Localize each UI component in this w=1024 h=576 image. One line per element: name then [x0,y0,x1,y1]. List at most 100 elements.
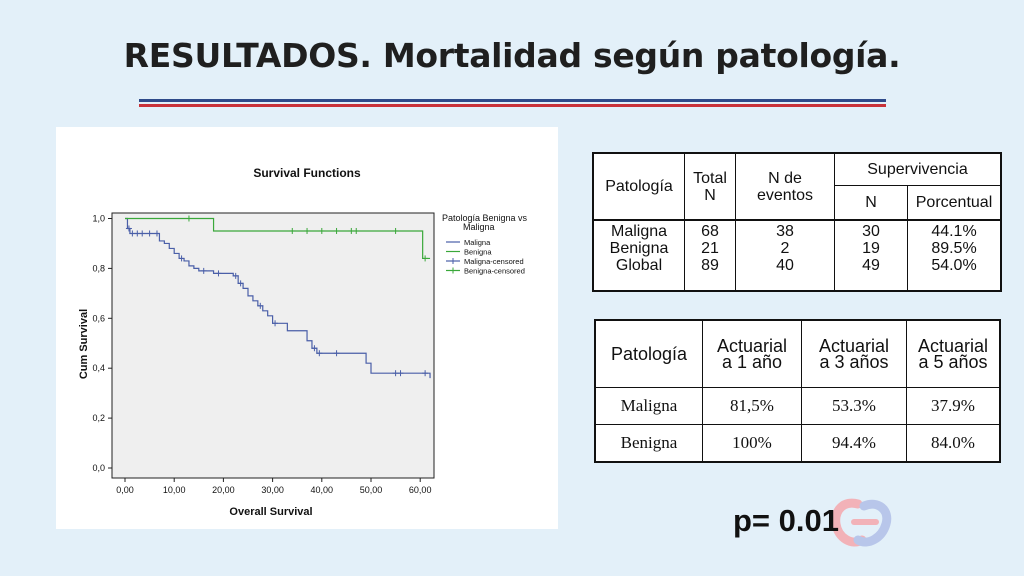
cell: Benigna [609,240,669,257]
cell: 81,5% [702,387,802,425]
cell: 89.5% [931,240,977,257]
col-n: 30 19 49 [834,219,908,292]
censored-mark-maligna [153,230,160,237]
censored-mark-maligna [146,230,153,237]
header-actuarial-3: Actuarial a 3 años [801,319,907,388]
censored-mark-benigna [353,227,360,234]
table-subheader-row: N Porcentual [593,184,1002,221]
censored-mark-benigna [333,227,340,234]
cell: 84.0% [906,424,1001,463]
table-body-row: Maligna Benigna Global 68 21 89 38 2 40 … [592,219,1002,292]
censored-mark-maligna [257,302,264,309]
p-value: p= 0.01 [733,503,839,538]
cell: 53.3% [801,387,907,425]
x-tick-label: 0,00 [116,485,134,495]
legend-item: Benigna-censored [446,267,525,276]
censored-mark-benigna [318,227,325,234]
cell: 44.1% [931,223,977,240]
censored-mark-maligna [237,280,244,287]
cell: Global [615,257,663,274]
x-tick-label: 60,00 [409,485,432,495]
legend-label: Benigna-censored [464,267,525,276]
col-patologia: Maligna Benigna Global [592,219,685,292]
survival-chart: Survival Functions Cum Survival Overall … [56,127,558,529]
title-underline-red [139,104,886,107]
actuarial-table: Patología Actuarial a 1 año Actuarial a … [594,319,1001,463]
header-porcentual: Porcentual [907,184,1002,221]
y-tick-label: 0,0 [92,463,105,473]
table-row: Maligna 81,5% 53.3% 37.9% [594,387,1001,425]
series-layer [125,215,431,379]
censored-mark-maligna [215,270,222,277]
cell: 2 [780,240,790,257]
x-tick-label: 10,00 [163,485,186,495]
header-total-line2: N [704,186,716,204]
cell: 100% [702,424,802,463]
header-eventos-line1: N de [768,169,802,187]
header-n: N [834,184,908,221]
censored-mark-maligna [232,272,239,279]
legend-item: Benigna [446,248,492,257]
slide-title: RESULTADOS. Mortalidad según patología. [123,36,901,75]
cell: 40 [776,257,794,274]
cell: 54.0% [931,257,977,274]
survival-summary-table: Patología Total N N de eventos Supervive… [592,152,1002,292]
censored-mark-maligna [200,267,207,274]
header-patologia: Patología [592,152,685,221]
censored-mark-benigna [289,227,296,234]
header-actuarial-5-line1: Actuarial [917,336,989,356]
legend-title: Patología Benigna vs Maligna [442,213,530,232]
censored-mark-benigna [392,227,399,234]
censored-mark-maligna [139,230,146,237]
x-tick-label: 30,00 [261,485,284,495]
header-actuarial-5: Actuarial a 5 años [906,319,1001,388]
censored-mark-maligna [311,345,318,352]
cell: 89 [701,257,719,274]
cell: 19 [862,240,880,257]
cell: 94.4% [801,424,907,463]
cell: 37.9% [906,387,1001,425]
header-actuarial-5-line2: a 5 años [918,352,988,372]
censored-mark-maligna [422,370,429,377]
cell: Maligna [594,387,703,425]
header-eventos: N de eventos [735,152,835,221]
legend-item: Maligna-censored [446,257,524,266]
legend-label: Benigna [464,248,492,257]
legend-label: Maligna [464,238,491,247]
cell: 38 [776,223,794,240]
censored-mark-maligna [178,255,185,262]
censored-mark-benigna [422,255,429,262]
chart-y-axis-label: Cum Survival [78,309,90,379]
header-patologia: Patología [594,319,703,388]
censored-mark-benigna [304,227,311,234]
y-tick-label: 0,8 [92,263,105,273]
header-actuarial-3-line1: Actuarial [818,336,890,356]
header-actuarial-3-line2: a 3 años [819,352,889,372]
header-actuarial-1-line1: Actuarial [716,336,788,356]
censored-mark-maligna [125,225,132,232]
col-porcentual: 44.1% 89.5% 54.0% [907,219,1002,292]
header-supervivencia: Supervivencia [834,152,1002,186]
header-eventos-line2: eventos [756,186,814,204]
censored-mark-maligna [397,370,404,377]
chart-x-axis-label: Overall Survival [229,506,312,518]
cell: 21 [701,240,719,257]
legend-label: Maligna-censored [464,257,524,266]
title-underline-blue [139,99,886,102]
y-tick-label: 1,0 [92,214,105,224]
x-tick-label: 20,00 [212,485,235,495]
cell: 68 [701,223,719,240]
y-tick-label: 0,2 [92,413,105,423]
logo-icon [831,498,892,547]
header-total-line1: Total [693,169,727,187]
censored-mark-maligna [333,350,340,357]
x-tick-label: 40,00 [311,485,334,495]
cell: 30 [862,223,880,240]
y-tick-label: 0,4 [92,363,105,373]
header-actuarial-1: Actuarial a 1 año [702,319,802,388]
col-total: 68 21 89 [684,219,736,292]
cell: 49 [862,257,880,274]
cell: Benigna [594,424,703,463]
censored-mark-benigna [185,215,192,222]
y-tick-label: 0,6 [92,313,105,323]
